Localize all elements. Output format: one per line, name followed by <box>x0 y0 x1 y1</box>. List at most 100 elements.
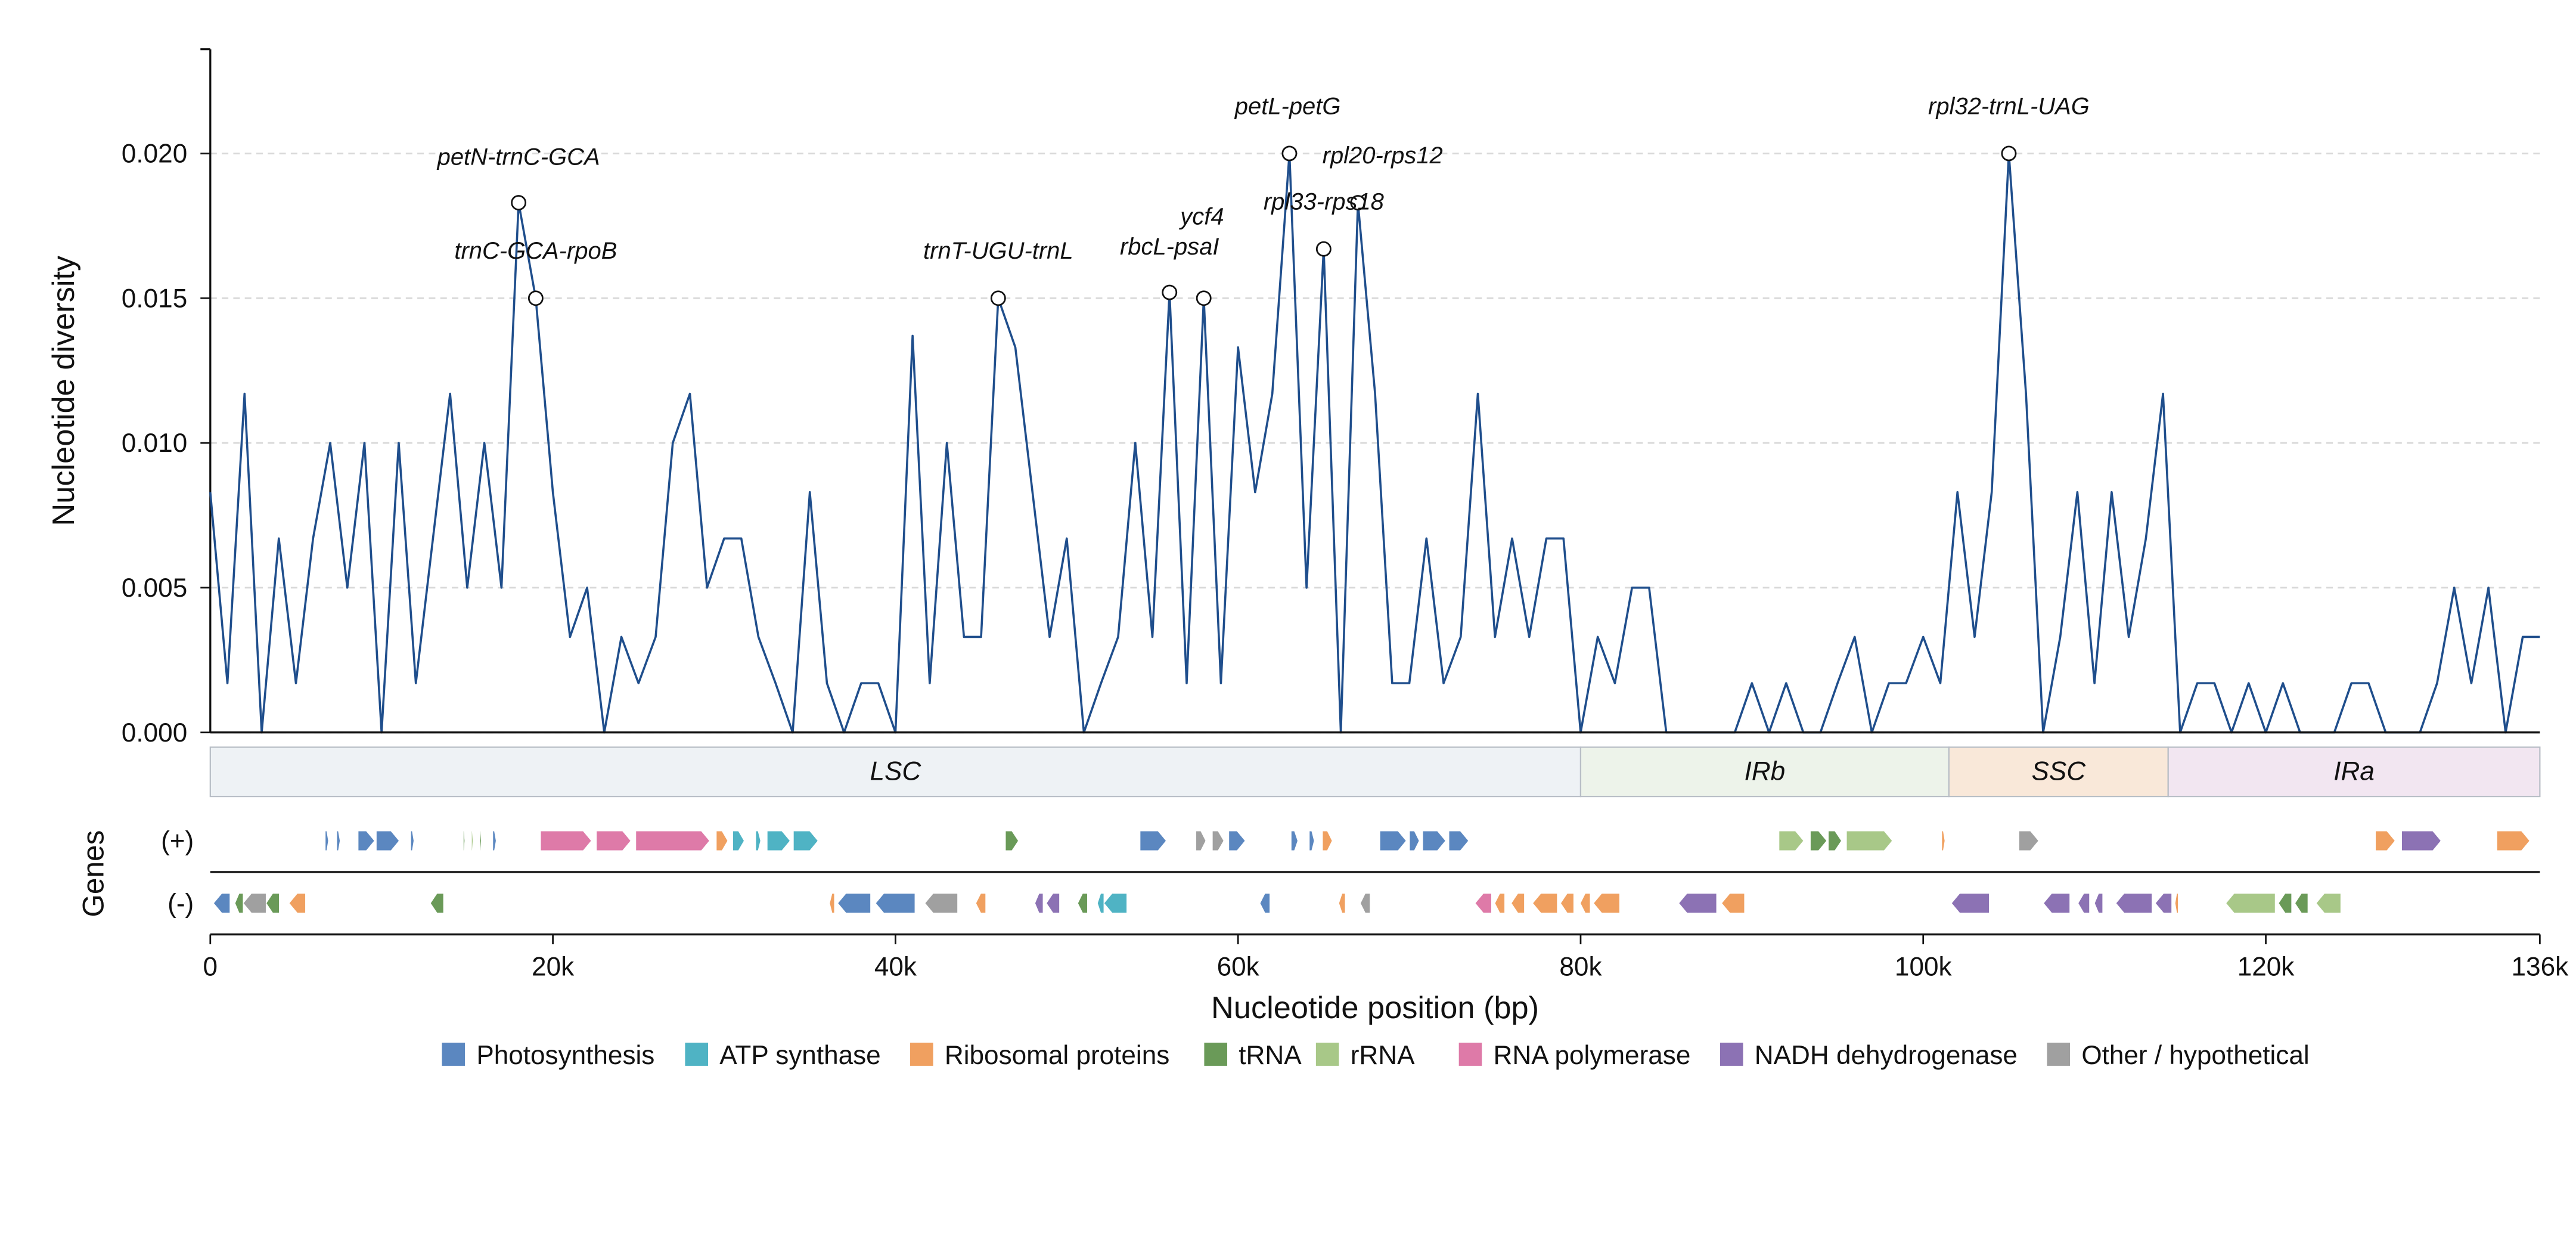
genes-axis-label: Genes <box>77 830 110 917</box>
gene <box>2077 893 2090 914</box>
peak-marker <box>990 290 1006 306</box>
region-band <box>1579 746 1950 798</box>
legend-swatch <box>1315 1043 1339 1066</box>
gene <box>1846 830 1893 851</box>
peak-marker <box>527 290 544 306</box>
region-label: LSC <box>870 757 922 786</box>
gene <box>430 893 444 914</box>
legend-swatch <box>910 1043 933 1066</box>
gene <box>243 893 267 914</box>
region-label: IRa <box>2333 757 2375 786</box>
peak-label: rbcL-psaI <box>1120 234 1219 260</box>
peak-label: rpl20-rps12 <box>1323 142 1443 169</box>
gene <box>1077 893 1088 914</box>
legend-label: tRNA <box>1239 1041 1302 1070</box>
gene <box>1409 830 1420 851</box>
peak-label: trnT-UGU-trnL <box>923 238 1073 264</box>
y-tick-label: 0.020 <box>122 139 187 169</box>
gene <box>1494 893 1506 914</box>
gene <box>540 830 592 851</box>
gene <box>1810 830 1827 851</box>
gene <box>1005 830 1019 851</box>
peak-label: ycf4 <box>1178 203 1224 229</box>
peak-label: petL-petG <box>1234 93 1341 119</box>
x-tick-label: 136k <box>2512 952 2569 981</box>
x-tick-label: 100k <box>1895 952 1953 981</box>
gene <box>1678 893 1717 914</box>
region-band <box>1948 746 2169 798</box>
gene <box>1338 893 1346 914</box>
x-tick-label: 120k <box>2237 952 2295 981</box>
gene <box>1045 893 1060 914</box>
y-tick-label: 0.015 <box>122 284 187 313</box>
gene <box>829 893 835 914</box>
legend-swatch <box>685 1043 708 1066</box>
gene <box>732 830 745 851</box>
gene <box>1941 830 1945 851</box>
x-axis-label: Nucleotide position (bp) <box>1211 991 1539 1025</box>
legend-label: Other / hypothetical <box>2081 1041 2309 1070</box>
gene <box>1475 893 1492 914</box>
gene <box>1322 830 1333 851</box>
x-tick-label: 20k <box>532 952 575 981</box>
region-label: IRb <box>1745 757 1786 786</box>
gene <box>479 830 482 851</box>
gene <box>1360 893 1371 914</box>
y-tick-label: 0.010 <box>122 429 187 458</box>
peak-marker <box>2001 145 2017 162</box>
gene <box>596 830 632 851</box>
gene <box>2278 893 2292 914</box>
gene <box>1140 830 1167 851</box>
legend-swatch <box>1720 1043 1743 1066</box>
gene <box>265 893 280 914</box>
gene <box>1290 830 1299 851</box>
y-axis-label: Nucleotide diversity <box>46 255 81 526</box>
x-tick-label: 40k <box>874 952 917 981</box>
gene <box>1510 893 1525 914</box>
x-tick-label: 60k <box>1217 952 1260 981</box>
legend-swatch <box>1204 1043 1228 1066</box>
peak-label: rpl32-trnL-UAG <box>1928 93 2090 119</box>
peak-marker <box>1162 284 1178 300</box>
legend-label: ATP synthase <box>719 1041 880 1070</box>
peak-marker <box>511 195 527 210</box>
gene <box>2496 830 2531 851</box>
gene <box>1103 893 1128 914</box>
legend-label: RNA polymerase <box>1494 1041 1691 1070</box>
gene <box>1097 893 1104 914</box>
gene <box>288 893 306 914</box>
gene <box>875 893 915 914</box>
legend-swatch <box>2047 1043 2071 1066</box>
gene <box>463 830 465 851</box>
gene <box>358 830 375 851</box>
gene <box>1195 830 1206 851</box>
gene <box>2018 830 2040 851</box>
gene <box>1779 830 1804 851</box>
peak-label: trnC-GCA-rpoB <box>454 238 617 264</box>
gene <box>2225 893 2276 914</box>
gene <box>2043 893 2071 914</box>
region-band <box>209 746 1582 798</box>
y-tick-label: 0.005 <box>122 573 187 603</box>
gene <box>1422 830 1447 851</box>
gene <box>1448 830 1469 851</box>
legend-swatch <box>1458 1043 1482 1066</box>
gene <box>492 830 497 851</box>
gene <box>2294 893 2308 914</box>
gene <box>1532 893 1558 914</box>
legend-swatch <box>442 1043 465 1066</box>
gene <box>1827 830 1842 851</box>
gene <box>2401 830 2442 851</box>
gene <box>793 830 819 851</box>
gene <box>1579 893 1591 914</box>
gene <box>336 830 341 851</box>
gene <box>1259 893 1271 914</box>
gene <box>2316 893 2341 914</box>
y-tick-label: 0.000 <box>122 718 187 748</box>
legend-label: rRNA <box>1351 1041 1415 1070</box>
gene <box>1951 893 1990 914</box>
gene <box>1721 893 1745 914</box>
peak-label: petN-trnC-GCA <box>437 144 600 170</box>
region-band <box>2167 746 2541 798</box>
